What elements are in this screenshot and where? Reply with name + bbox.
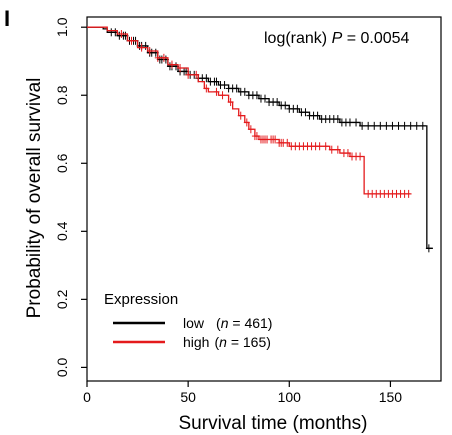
survival-curve-high: [87, 26, 411, 195]
legend: Expression low (n = 461) high (n = 165): [104, 291, 272, 350]
plot-area: [86, 16, 442, 382]
series-layer: [87, 26, 433, 253]
y-tick-label: 0.0: [54, 357, 70, 377]
pvalue-prefix: log(rank): [264, 30, 332, 47]
series-high: [87, 26, 412, 198]
pvalue-value: = 0.0054: [342, 30, 409, 47]
legend-n-value-high: = 165): [227, 334, 271, 350]
legend-label-low: low: [183, 315, 205, 331]
y-tick-label: 0.6: [54, 153, 70, 173]
y-tick-label: 0.2: [54, 289, 70, 309]
axis-ticks: 0 50 100 150 0.0 0.2 0.4 0.6 0.8 1.0: [54, 17, 402, 405]
legend-entry-high: high (n = 165): [183, 334, 271, 350]
legend-n-symbol-high: n: [219, 334, 227, 350]
y-tick-label: 0.8: [54, 85, 70, 105]
panel-label: I: [4, 6, 10, 31]
x-tick-label: 100: [278, 389, 302, 405]
pvalue-annotation: log(rank) P = 0.0054: [264, 30, 410, 47]
plot-frame-box: [86, 16, 442, 382]
pvalue-symbol: P: [332, 30, 343, 47]
survival-curve-low: [87, 26, 433, 249]
y-tick-label: 1.0: [54, 17, 70, 37]
legend-n-symbol-low: n: [221, 315, 229, 331]
legend-n-value-low: = 461): [228, 315, 272, 331]
x-axis-title: Survival time (months): [179, 413, 368, 434]
x-tick-label: 150: [379, 389, 403, 405]
legend-n-open-low: (: [216, 315, 221, 331]
legend-entry-low: low (n = 461): [183, 315, 272, 331]
x-tick-label: 0: [83, 389, 91, 405]
legend-label-high: high: [183, 334, 209, 350]
legend-n-open-high: (: [214, 334, 219, 350]
x-tick-label: 50: [180, 389, 196, 405]
y-axis-title: Probability of overall survival: [24, 78, 45, 319]
y-tick-label: 0.4: [54, 221, 70, 241]
legend-title: Expression: [104, 291, 178, 308]
